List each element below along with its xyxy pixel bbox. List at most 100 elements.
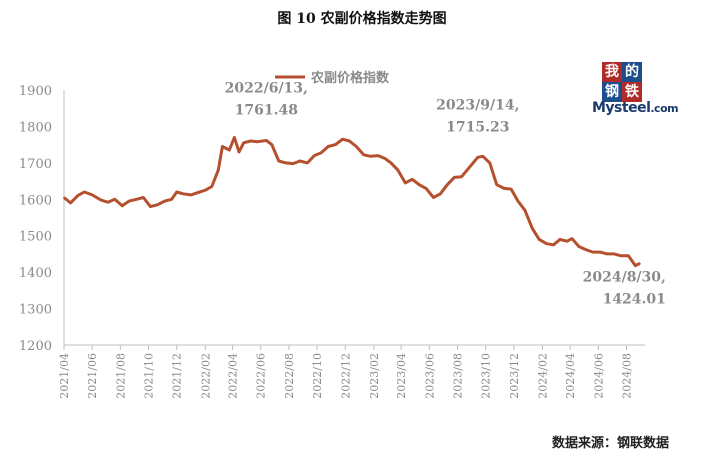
data-point: [327, 145, 329, 148]
annotation-label: 1761.48: [235, 102, 298, 118]
y-tick-label: 1300: [19, 303, 52, 318]
data-point: [390, 162, 392, 164]
x-tick-label: 2023/08: [451, 353, 464, 399]
data-point: [362, 154, 365, 156]
data-point: [578, 245, 580, 248]
y-axis: 1200 1300 1400 1500 1600 1700 1800 1900: [19, 84, 65, 354]
data-point: [242, 142, 245, 144]
data-point: [545, 242, 548, 245]
data-point: [91, 194, 93, 196]
data-point: [404, 182, 407, 184]
x-tick-label: 2021/08: [114, 353, 127, 399]
data-point: [517, 200, 519, 202]
data-point: [418, 183, 420, 186]
chart-title: 图 10 农副价格指数走势图: [277, 11, 447, 27]
data-point: [320, 151, 323, 154]
data-point: [377, 154, 379, 157]
logo-char: 铁: [622, 82, 642, 102]
x-tick-label: 2021/06: [86, 353, 99, 399]
data-point: [156, 203, 159, 206]
data-point: [552, 244, 555, 246]
data-point: [313, 154, 316, 157]
data-point: [182, 193, 184, 195]
data-point: [149, 205, 152, 208]
x-tick-label: 2023/10: [480, 353, 493, 399]
data-point: [531, 227, 534, 230]
data-point: [135, 198, 138, 201]
data-point: [369, 155, 372, 158]
data-point: [121, 205, 123, 207]
logo-suffix: .com: [650, 102, 679, 115]
data-point: [510, 188, 512, 190]
x-tick-label: 2023/06: [423, 353, 436, 399]
data-point: [482, 155, 484, 158]
data-point: [503, 187, 505, 190]
data-point: [432, 196, 435, 199]
x-tick-label: 2022/10: [311, 353, 324, 399]
logo-char: 我: [602, 62, 622, 82]
annotation-label: 1424.01: [603, 291, 666, 307]
data-point: [467, 167, 470, 170]
x-tick-label: 2024/02: [536, 353, 549, 399]
data-point: [271, 143, 273, 146]
data-point: [571, 237, 573, 240]
data-point: [348, 140, 351, 142]
source-note: 数据来源：钢联数据: [551, 436, 669, 451]
data-point: [100, 199, 102, 201]
x-tick-label: 2022/12: [339, 353, 352, 399]
data-point: [634, 264, 637, 267]
data-point: [446, 183, 449, 186]
data-point: [196, 191, 199, 194]
data-point: [265, 139, 268, 142]
data-point: [460, 175, 463, 178]
annotation-label: 2022/6/13,: [225, 80, 308, 96]
data-point: [559, 238, 561, 241]
x-tick-label: 2023/02: [368, 353, 381, 399]
data-point: [566, 240, 568, 242]
x-tick-label: 2024/06: [592, 353, 605, 399]
data-point: [256, 140, 259, 143]
data-point: [69, 202, 72, 204]
logo-char: 的: [622, 62, 642, 82]
data-point: [63, 196, 65, 199]
logo-word: Mysteel: [592, 100, 651, 116]
data-point: [170, 198, 173, 201]
y-tick-label: 1500: [19, 230, 52, 245]
x-tick-label: 2022/02: [199, 353, 212, 399]
data-point: [299, 160, 301, 162]
x-axis: 2021/04 2021/06 2021/08 2021/10 2021/12 2022/…: [58, 344, 645, 399]
data-point: [524, 209, 526, 212]
data-point: [489, 162, 491, 164]
data-point: [355, 145, 358, 148]
data-point: [397, 169, 399, 171]
y-tick-label: 1900: [19, 84, 52, 99]
data-point: [538, 238, 541, 241]
data-point: [233, 136, 236, 139]
x-tick-label: 2021/10: [143, 353, 156, 399]
data-point: [453, 176, 456, 179]
x-tick-label: 2022/08: [283, 353, 296, 399]
data-point: [128, 200, 130, 202]
data-point: [142, 196, 145, 199]
x-tick-label: 2023/04: [395, 353, 408, 399]
data-point: [163, 200, 166, 202]
data-point: [592, 251, 594, 253]
data-point: [439, 193, 442, 195]
y-tick-label: 1700: [19, 157, 52, 172]
data-point: [217, 169, 220, 171]
x-tick-label: 2024/08: [621, 353, 634, 399]
data-point: [107, 201, 109, 203]
data-point: [306, 162, 309, 164]
series-layer: [63, 135, 641, 268]
data-point: [620, 254, 622, 257]
logo-char: 钢: [602, 82, 622, 102]
annotation-layer: 2022/6/13, 1761.48 2023/9/14, 1715.23 2024/8…: [225, 80, 666, 307]
y-tick-label: 1200: [19, 339, 52, 354]
data-point: [228, 149, 231, 151]
data-point: [190, 194, 192, 196]
data-point: [639, 262, 641, 265]
y-tick-label: 1800: [19, 120, 52, 135]
annotation-label: 2024/8/30,: [583, 269, 666, 285]
x-tick-label: 2021/12: [171, 353, 184, 399]
